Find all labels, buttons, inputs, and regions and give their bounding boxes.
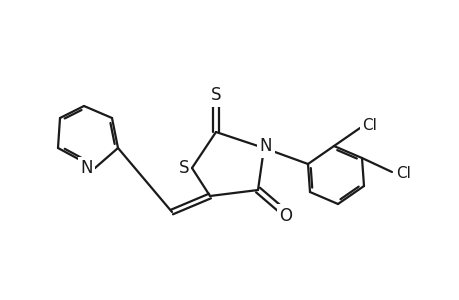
- Text: Cl: Cl: [361, 118, 376, 134]
- Text: S: S: [178, 159, 189, 177]
- Text: N: N: [259, 137, 272, 155]
- Text: S: S: [210, 86, 221, 104]
- Text: N: N: [80, 159, 93, 177]
- Text: O: O: [279, 207, 292, 225]
- Text: Cl: Cl: [395, 167, 410, 182]
